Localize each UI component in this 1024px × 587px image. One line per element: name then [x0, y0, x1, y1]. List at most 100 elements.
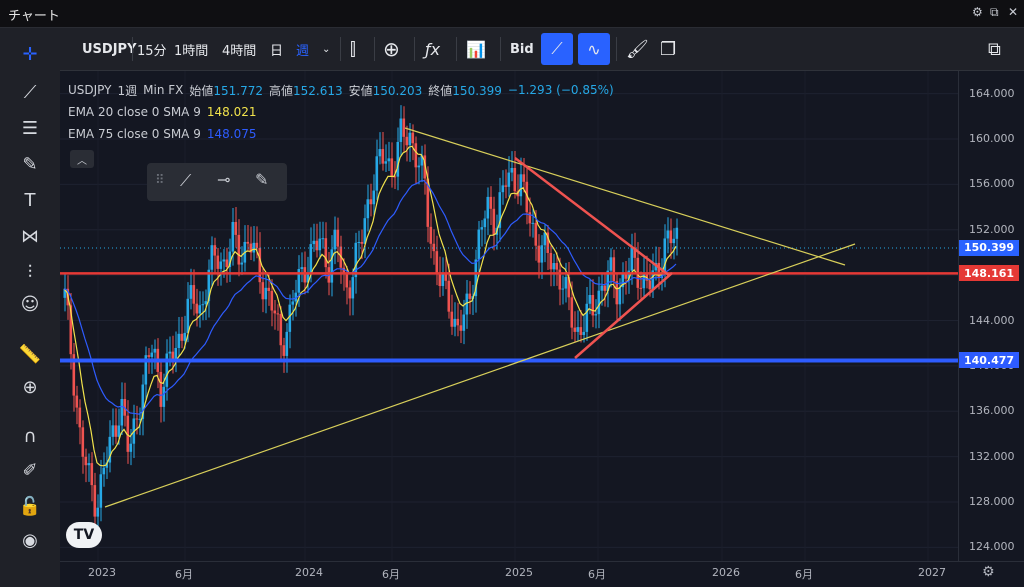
x-tick-label: 2027	[918, 566, 946, 579]
brush-tool-icon[interactable]: 🖌	[626, 38, 649, 60]
window-title: チャート	[8, 9, 60, 24]
candle-body	[675, 227, 679, 239]
candle-body	[444, 273, 448, 281]
candle-body	[357, 242, 361, 244]
lock-drawing-icon[interactable]: ✐	[22, 459, 38, 481]
candle-body	[660, 273, 664, 278]
floating-drawing-toolbar: ⠿ ⟋ ⊸ ✎	[147, 163, 287, 201]
candle-body	[663, 238, 667, 274]
candle-body	[345, 274, 349, 288]
magnet-icon[interactable]: ∩	[23, 425, 37, 447]
candle-body	[312, 240, 316, 245]
lock-icon[interactable]: 🔓	[18, 495, 42, 517]
candle-body	[612, 257, 616, 282]
interval-day[interactable]: 日	[270, 43, 284, 59]
pattern-icon[interactable]: ⋈	[21, 225, 39, 247]
line-tool-icon[interactable]: ⟋	[180, 171, 192, 190]
fib-icon[interactable]: ⫶	[27, 261, 33, 283]
candle-body	[207, 269, 211, 302]
candle-body	[591, 295, 595, 316]
candle-body	[540, 245, 544, 263]
candle-body	[465, 293, 469, 315]
candle-body	[477, 229, 481, 260]
candle-body	[96, 507, 100, 517]
candle-body	[483, 218, 487, 228]
candle-style-icon[interactable]: ⫿	[350, 38, 356, 60]
candle-body	[657, 262, 661, 278]
candle-body	[87, 463, 91, 466]
zoom-icon[interactable]: ⊕	[22, 376, 38, 398]
candle-body	[552, 263, 556, 270]
candle-body	[120, 398, 124, 426]
candle-body	[384, 161, 388, 164]
interval-1h[interactable]: 1時間	[174, 43, 209, 59]
add-icon[interactable]: ⊕	[383, 37, 400, 61]
price-axis[interactable]: 164.000160.000156.000152.000148.000144.0…	[958, 71, 1024, 561]
candle-body	[576, 327, 580, 332]
chart-pane[interactable]	[60, 71, 958, 561]
candle-body	[192, 285, 196, 304]
time-axis[interactable]: ⚙ 2023 6月 2024 6月 2025 6月 2026 6月 2027	[60, 561, 1024, 587]
duplicate-icon[interactable]: ❐	[660, 38, 677, 60]
candle-body	[216, 255, 220, 269]
popout-icon[interactable]: ⧉	[990, 5, 999, 19]
candle-body	[537, 245, 541, 263]
candle-body	[342, 267, 346, 275]
candle-body	[129, 443, 133, 452]
candle-body	[183, 332, 187, 341]
indicator-icon[interactable]: ƒx	[425, 39, 441, 59]
trend-chart-icon[interactable]: ⟋	[541, 33, 573, 65]
candle-body	[630, 247, 634, 271]
candle-body	[69, 305, 73, 355]
hline-tool-icon[interactable]: ⊸	[217, 170, 231, 189]
interval-week[interactable]: 週	[296, 43, 310, 59]
interval-4h[interactable]: 4時間	[222, 43, 257, 59]
candle-body	[333, 229, 337, 250]
crosshair-icon[interactable]: ✛	[22, 43, 38, 65]
last-price-badge: 150.399	[959, 239, 1019, 256]
candle-body	[150, 352, 154, 357]
candle-body	[108, 436, 112, 463]
legend-change: −1.293 (−0.85%)	[507, 83, 614, 97]
legend-collapse-button[interactable]: ︿	[70, 150, 94, 168]
ruler-icon[interactable]: 📏	[18, 343, 42, 365]
candle-body	[561, 288, 565, 290]
candle-body	[615, 281, 619, 305]
trendline-icon[interactable]: ⟋	[23, 81, 37, 103]
candle-body	[558, 269, 562, 290]
candle-body	[624, 272, 628, 279]
compare-icon[interactable]: 📊	[466, 39, 486, 59]
brush-icon[interactable]: ✎	[22, 153, 38, 175]
axis-settings-icon[interactable]: ⚙	[982, 564, 995, 580]
pulse-icon[interactable]: ∿	[578, 33, 610, 65]
interval-15m[interactable]: 15分	[137, 43, 167, 59]
candle-body	[363, 218, 367, 244]
text-icon[interactable]: T	[24, 189, 36, 211]
emoji-icon[interactable]: ☺	[20, 293, 40, 315]
candle-body	[195, 303, 199, 314]
symbol-button[interactable]: USDJPY	[82, 41, 137, 57]
candle-body	[306, 273, 310, 283]
horizontal-lines-icon[interactable]: ☰	[21, 117, 39, 139]
candle-body	[378, 149, 382, 157]
legend-source: Min FX	[143, 83, 184, 97]
settings-icon[interactable]: ⚙	[972, 5, 983, 19]
candle-body	[390, 158, 394, 177]
drag-handle-icon[interactable]: ⠿	[155, 173, 165, 188]
legend-low: 150.203	[372, 83, 423, 98]
bid-button[interactable]: Bid	[510, 41, 534, 57]
chevron-down-icon[interactable]: ⌄	[322, 43, 331, 55]
candle-body	[159, 371, 163, 407]
candle-body	[555, 263, 559, 270]
candle-body	[105, 462, 109, 468]
ema75-value: 148.075	[206, 127, 257, 141]
x-tick-label: 6月	[795, 568, 813, 581]
candle-body	[117, 425, 121, 437]
close-icon[interactable]: ✕	[1008, 5, 1019, 19]
candle-body	[672, 238, 676, 244]
layout-icon[interactable]: ⧉	[988, 38, 1001, 60]
eye-icon[interactable]: ◉	[22, 529, 38, 551]
upper-trendline	[404, 127, 846, 266]
candle-body	[480, 227, 484, 230]
brush-tool-icon[interactable]: ✎	[255, 170, 269, 189]
